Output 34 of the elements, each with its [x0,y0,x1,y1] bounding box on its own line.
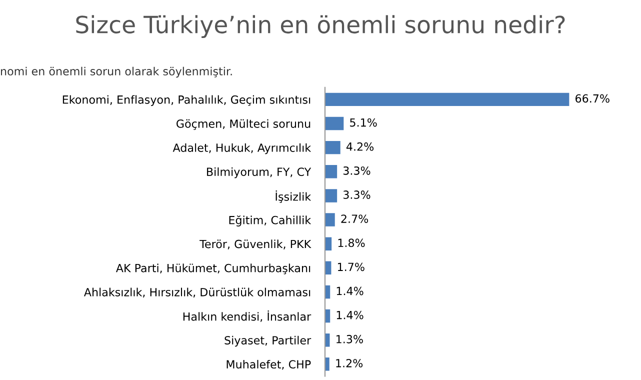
y-tick-label: Adalet, Hukuk, Ayrımcılık [172,143,312,154]
data-label: 3.3% [343,190,370,199]
text: nomi en önemli sorun olarak söylenmiştir. [1,66,232,78]
data-label: 1.4% [336,310,364,320]
y-tick-label: Ekonomi, Enflasyon, Pahalılık, Geçim sıkıntısı [62,95,310,106]
data-label: 1.3% [336,334,363,344]
data-label: 5.1% [350,118,377,127]
y-tick-label: İşsizlik [276,190,312,203]
data-label: 1.7% [338,262,364,272]
y-tick-label: Göçmen, Mülteci sorunu [176,119,310,130]
data-label: 4.2% [346,142,374,151]
data-label: 3.3% [343,166,370,175]
bar [324,358,330,371]
y-tick-label: Muhalefet, CHP [226,360,311,370]
y-tick-label: Terör, Güvenlik, PKK [200,240,312,250]
y-tick-label: Bilmiyorum, FY, CY [207,167,312,178]
bar [324,116,344,130]
y-tick-label: Ahlaksızlık, Hırsızlık, Dürüstlük olmaması [84,288,310,298]
data-label: 1.8% [338,238,365,248]
data-label: 66.7% [576,94,610,103]
bar [324,189,338,202]
chart-title: Sizce Türkiye’nin en önemli sorunu nedir? [76,15,565,38]
y-tick-label: Eğitim, Cahillik [229,215,312,226]
bar [324,140,340,154]
data-label: 1.2% [336,358,363,368]
bar [324,165,338,178]
data-label: 1.4% [336,286,364,296]
data-label: 2.7% [341,214,368,223]
y-tick-label: AK Parti, Hükümet, Cumhurbaşkanı [116,264,310,274]
y-tick-label: Siyaset, Partiler [224,336,312,347]
bar [324,213,335,226]
y-tick-label: Halkın kendisi, İnsanlar [183,310,312,322]
bar [324,92,570,106]
bar [324,237,332,250]
